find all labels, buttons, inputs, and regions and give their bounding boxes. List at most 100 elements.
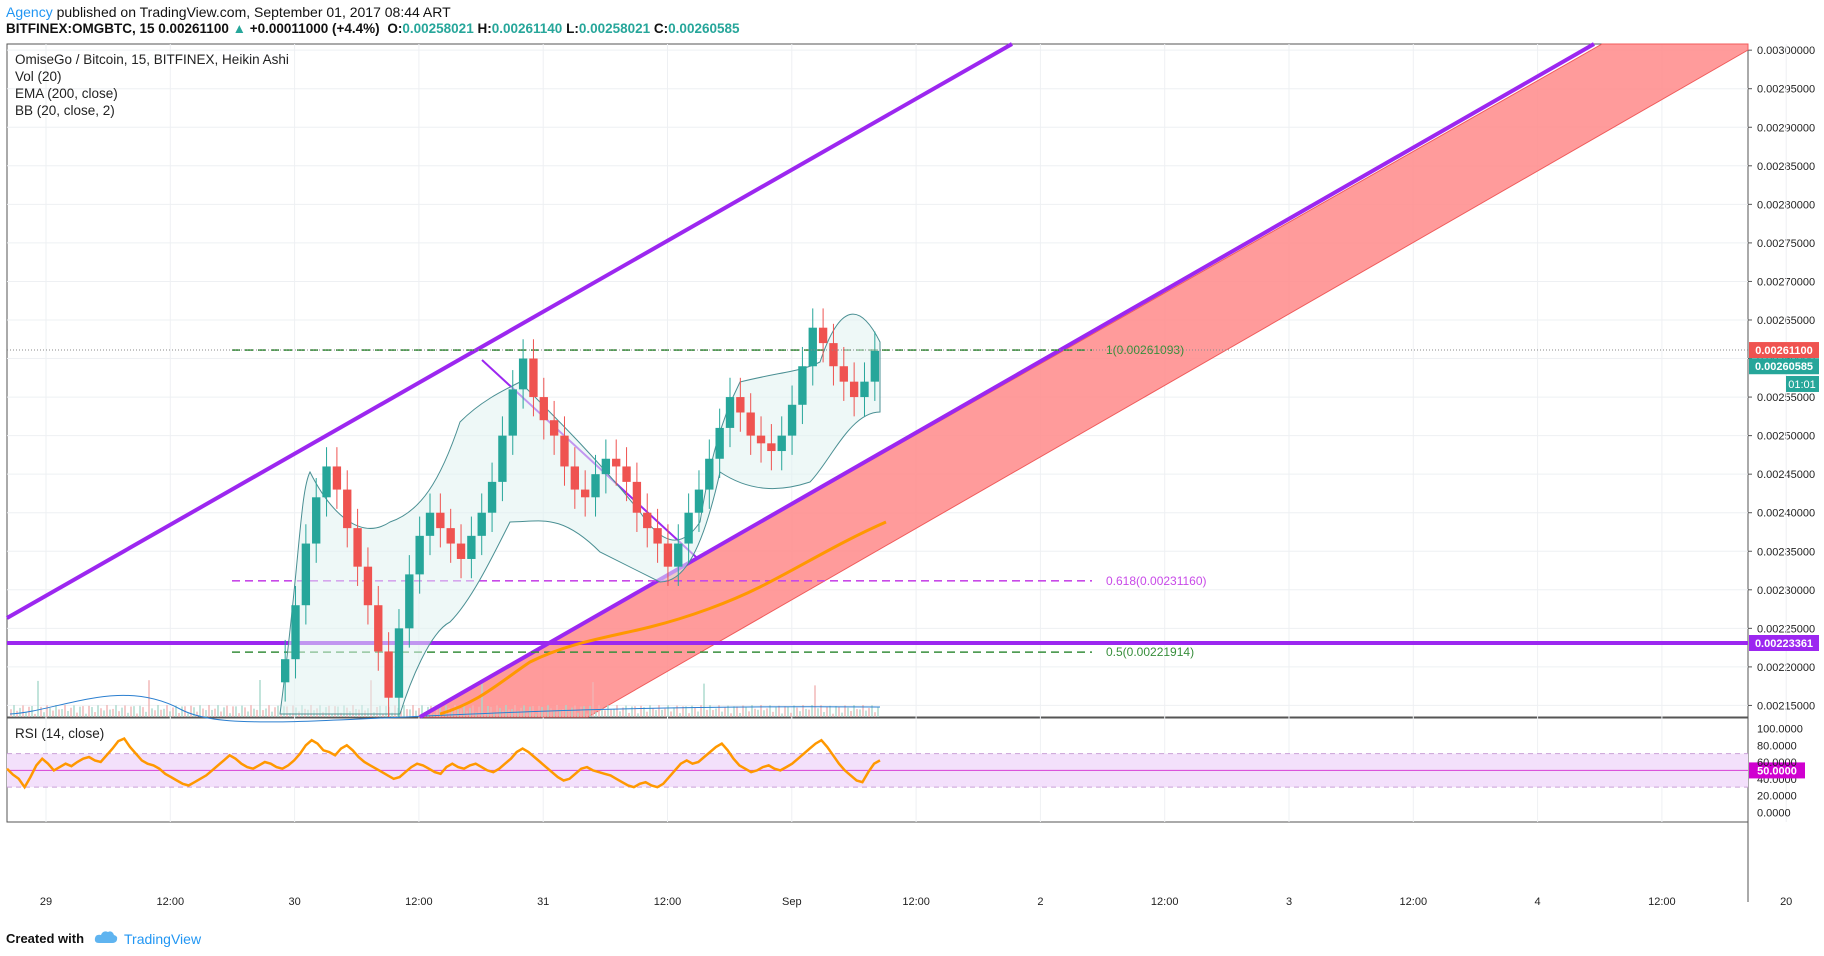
volume-bar (508, 709, 510, 717)
volume-bar (706, 709, 708, 717)
volume-bar (844, 705, 846, 717)
volume-bar (793, 705, 795, 717)
volume-bar (256, 709, 258, 717)
candle-body (674, 543, 683, 567)
volume-bar (739, 712, 741, 717)
volume-bar (607, 705, 609, 717)
hline-price-label: 0.00223361 (1755, 638, 1813, 650)
candle-body (767, 443, 776, 452)
volume-bar (802, 705, 804, 717)
volume-bar (610, 709, 612, 717)
candle-body (787, 404, 797, 436)
volume-bar (100, 708, 102, 717)
volume-bar (823, 711, 825, 717)
candle-body (529, 358, 538, 398)
volume-bar (223, 707, 225, 717)
volume-bar (847, 707, 849, 717)
legend-ema: EMA (200, close) (15, 86, 118, 101)
close-price-label: 0.00260585 (1755, 361, 1813, 373)
volume-bar (217, 705, 219, 717)
volume-bar (139, 705, 141, 717)
close-price-label-bg (1749, 358, 1819, 375)
x-tick-label: 12:00 (1151, 896, 1179, 908)
volume-bar (829, 705, 831, 717)
volume-bar (724, 707, 726, 717)
volume-bar (619, 711, 621, 717)
volume-bar (595, 711, 597, 717)
candle-body (363, 566, 373, 606)
channel-lower-line (419, 42, 1595, 719)
rsi-last-label-bg (1749, 762, 1805, 779)
volume-bar (235, 706, 237, 717)
volume-bar (583, 706, 585, 717)
volume-bar (664, 708, 666, 717)
volume-bar (226, 705, 228, 717)
volume-bar (871, 705, 873, 717)
volume-bar (688, 713, 690, 717)
candle-body (715, 427, 724, 459)
volume-bar (70, 707, 72, 717)
volume-bar (175, 705, 177, 717)
volume-bar (55, 705, 57, 717)
x-tick-label: 4 (1535, 896, 1541, 908)
tradingview-brand[interactable]: TradingView (124, 930, 202, 947)
footer: Created with TradingView (6, 930, 201, 947)
hline-price-label-bg (1749, 635, 1819, 651)
volume-bar (661, 709, 663, 717)
legend-rsi: RSI (14, close) (15, 726, 105, 741)
volume-bar (112, 708, 114, 717)
volume-bar (805, 708, 807, 717)
volume-bar (571, 707, 573, 717)
volume-bar (646, 711, 648, 717)
candle-body (798, 366, 807, 405)
x-tick-label: 31 (537, 896, 549, 908)
volume-bar (382, 713, 384, 717)
volume-bar (82, 706, 84, 717)
rsi-last-label: 50.0000 (1757, 765, 1797, 777)
volume-bar (181, 706, 183, 717)
volume-bar (790, 712, 792, 717)
volume-bar (259, 680, 261, 717)
volume-bar (586, 713, 588, 717)
candle-body (581, 489, 590, 498)
candle-body (756, 435, 766, 444)
candle-body (777, 435, 786, 452)
volume-bar (190, 705, 192, 717)
high-label: H: (477, 21, 492, 36)
volume-bar (718, 705, 720, 717)
volume-bar (103, 710, 105, 717)
ema-200-line (439, 520, 887, 716)
x-tick-label: 3 (1286, 896, 1292, 908)
volume-bar (469, 707, 471, 717)
volume-bar (373, 712, 375, 717)
volume-bar (436, 705, 438, 717)
volume-bar (109, 709, 111, 717)
volume-bar (808, 709, 810, 717)
volume-bar (145, 711, 147, 717)
author-link[interactable]: Agency (6, 4, 53, 20)
high-value: 0.00261140 (491, 21, 563, 36)
chart-area[interactable]: 0.002150000.002200000.002250000.00230000… (0, 42, 1824, 920)
volume-bar (670, 711, 672, 717)
candle-body (663, 543, 673, 567)
volume-bar (817, 708, 819, 717)
candle-body (394, 628, 404, 698)
volume-bar (406, 709, 408, 717)
volume-bar (13, 705, 15, 717)
candle-body (570, 466, 579, 490)
publish-info: Agency published on TradingView.com, Sep… (6, 4, 451, 20)
volume-bar (481, 680, 483, 717)
candle-body (622, 466, 631, 482)
volume-bar (421, 705, 423, 717)
volume-bar (721, 711, 723, 717)
volume-bar (253, 708, 255, 717)
volume-bar (58, 709, 60, 717)
volume-bar (862, 705, 864, 717)
volume-bar (454, 705, 456, 717)
candle-body (560, 435, 569, 467)
volume-bar (517, 710, 519, 717)
volume-bar (544, 712, 546, 717)
up-arrow-icon: ▲ (232, 21, 246, 36)
volume-bar (703, 683, 705, 717)
published-text: published on TradingView.com, September … (52, 4, 451, 20)
